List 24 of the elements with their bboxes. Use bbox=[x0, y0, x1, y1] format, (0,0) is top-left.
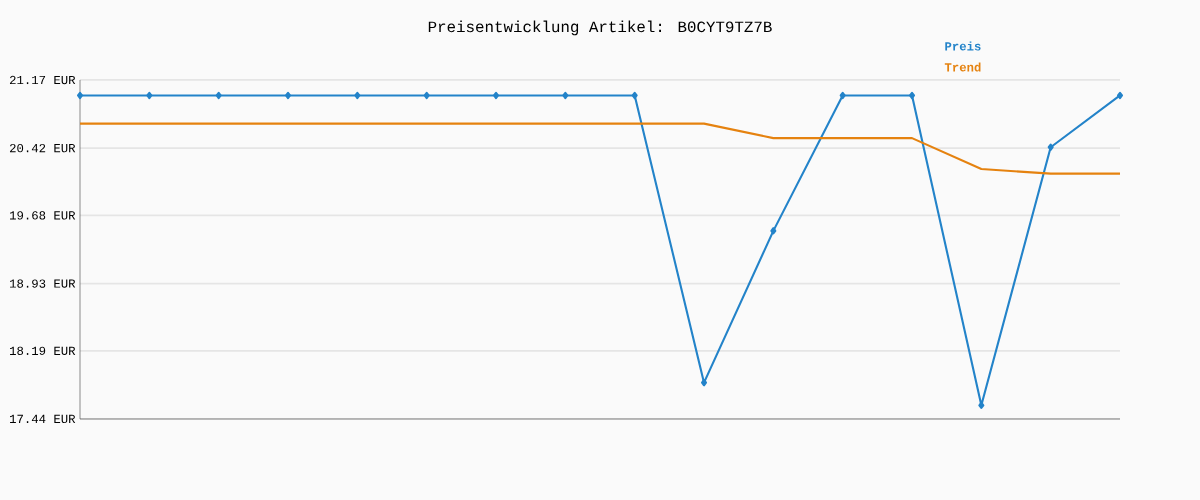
point bbox=[76, 91, 84, 100]
point bbox=[631, 91, 638, 100]
text: Trend bbox=[944, 62, 981, 72]
text: Preis bbox=[945, 41, 981, 51]
point bbox=[839, 91, 846, 100]
y-tick-label: 19.68 EUR bbox=[10, 211, 76, 220]
point bbox=[562, 91, 569, 100]
y-tick-label: 18.19 EUR bbox=[10, 346, 76, 355]
point bbox=[146, 91, 153, 100]
point bbox=[1047, 143, 1054, 151]
y-tick-label: 20.42 EUR bbox=[9, 143, 76, 153]
point bbox=[215, 91, 222, 100]
y-tick-label: 18.93 EUR bbox=[10, 279, 76, 288]
point bbox=[354, 91, 361, 100]
y-tick-label: 21.17 EUR bbox=[9, 75, 76, 85]
chart-title: Preisentwicklung Artikel: B0CYT9TZ7B bbox=[428, 20, 772, 36]
point bbox=[1116, 91, 1124, 100]
point bbox=[492, 91, 500, 100]
point bbox=[423, 91, 430, 100]
point bbox=[908, 91, 916, 100]
point bbox=[284, 91, 292, 100]
point bbox=[770, 227, 777, 235]
y-tick-label: 17.44 EUR bbox=[10, 414, 76, 424]
point bbox=[700, 378, 708, 387]
